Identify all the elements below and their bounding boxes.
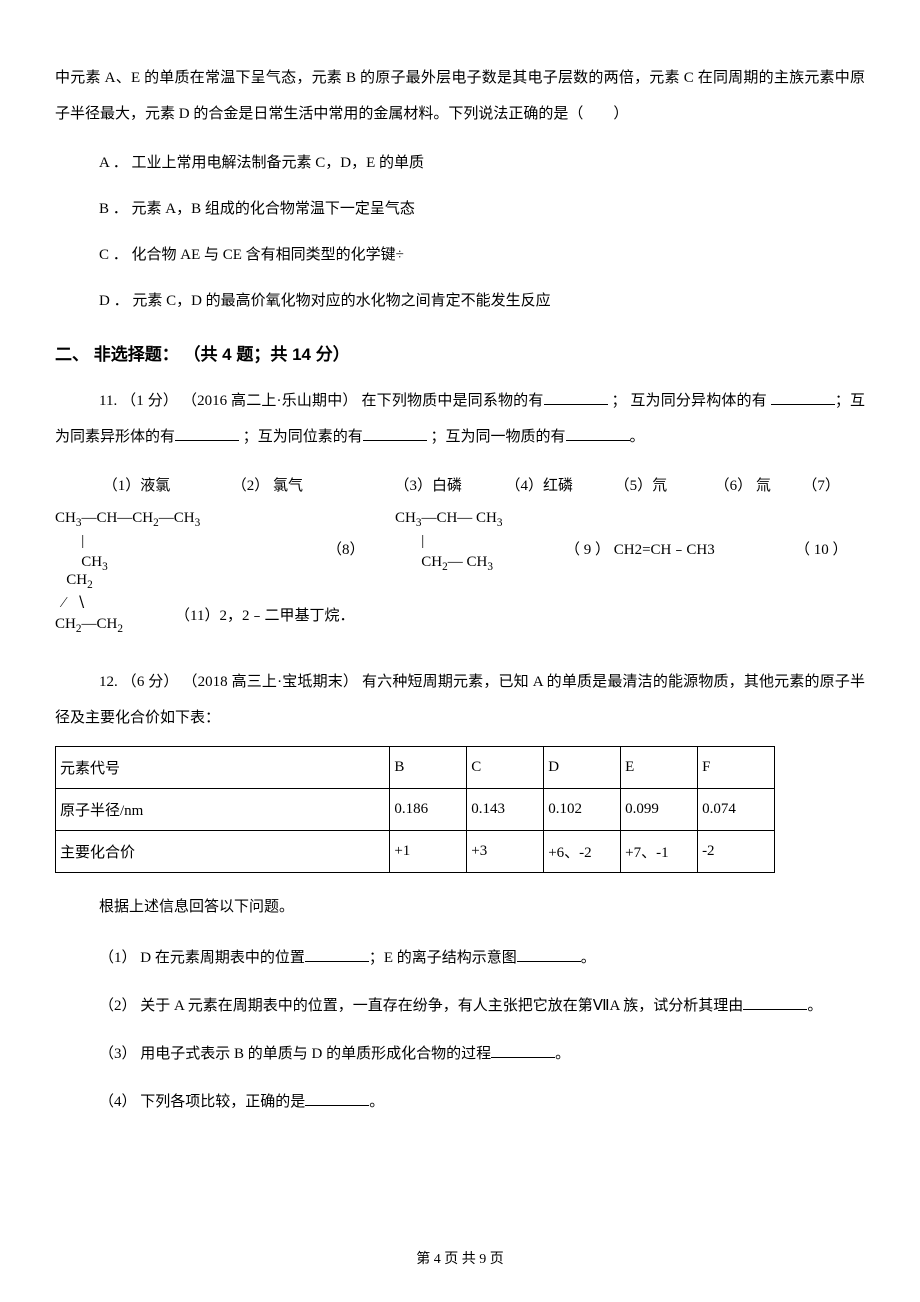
option-b: B ． 元素 A，B 组成的化合物常温下一定呈气态 [99,194,865,224]
blank [771,390,835,405]
cell: 0.099 [621,788,698,830]
q11-lead-b: ； 互为同分异构体的有 [611,393,766,409]
q11-i3: （3）白磷 [395,478,463,494]
q12-s1-b: ；E 的离子结构示意图 [369,950,517,966]
structure-7: CH3—CH—CH2—CH3 | CH3 [55,508,200,577]
q12-lead: 12. （6 分） （2018 高三上·宝坻期末） 有六种短周期元素，已知 A … [55,664,865,736]
q11-lead-d: ；互为同位素的有 [243,429,363,445]
cell: +6、-2 [544,830,621,872]
cell: D [544,746,621,788]
q11-i10-label: （ 10 ） [795,540,848,561]
q12-s3: （3） 用电子式表示 B 的单质与 D 的单质形成化合物的过程 。 [99,1039,865,1069]
table-row: 元素代号 B C D E F [56,746,775,788]
intro-paragraph: 中元素 A、E 的单质在常温下呈气态，元素 B 的原子最外层电子数是其电子层数的… [55,60,865,132]
q11-lead-e: ；互为同一物质的有 [431,429,566,445]
q11-i4: （4）红磷 [506,478,574,494]
q12-s3-a: （3） 用电子式表示 B 的单质与 D 的单质形成化合物的过程 [99,1046,491,1062]
cell: B [390,746,467,788]
cell: F [698,746,775,788]
blank [743,995,807,1010]
q11-lead: 11. （1 分） （2016 高二上·乐山期中） 在下列物质中是同系物的有 ；… [55,383,865,455]
q12-s3-b: 。 [555,1046,570,1062]
q12-table: 元素代号 B C D E F 原子半径/nm 0.186 0.143 0.102… [55,746,775,873]
q12-s4-b: 。 [369,1094,384,1110]
q11-i5: （5）氘 [615,478,668,494]
blank [566,426,630,441]
q11-items-line1: （1）液氯 （2） 氯气 （3）白磷 （4）红磷 （5）氘 （6） 氚 （7） [55,469,865,504]
q12-s1-c: 。 [581,950,596,966]
blank [491,1043,555,1058]
q12-s2: （2） 关于 A 元素在周期表中的位置，一直存在纷争，有人主张把它放在第ⅦA 族… [99,991,865,1021]
blank [305,947,369,962]
blank [175,426,239,441]
option-d: D ． 元素 C，D 的最高价氧化物对应的水化物之间肯定不能发生反应 [99,286,865,316]
q11-i6: （6） 氚 [715,478,771,494]
q12-s2-b: 。 [807,998,822,1014]
q12-s1: （1） D 在元素周期表中的位置 ；E 的离子结构示意图 。 [99,943,865,973]
cell: 0.102 [544,788,621,830]
table-row: 原子半径/nm 0.186 0.143 0.102 0.099 0.074 [56,788,775,830]
blank [517,947,581,962]
cell: 主要化合价 [56,830,390,872]
cell: E [621,746,698,788]
q12-s2-a: （2） 关于 A 元素在周期表中的位置，一直存在纷争，有人主张把它放在第ⅦA 族… [99,998,743,1014]
cell: 原子半径/nm [56,788,390,830]
cell: 元素代号 [56,746,390,788]
blank [363,426,427,441]
q11-i7: （7） [802,478,840,494]
cell: +1 [390,830,467,872]
page-footer: 第 4 页 共 9 页 [0,1248,920,1268]
cell: -2 [698,830,775,872]
q11-i9: （ 9 ） CH2=CH﹣CH3 [565,540,715,561]
cell: 0.186 [390,788,467,830]
cell: +7、-1 [621,830,698,872]
q12-s1-a: （1） D 在元素周期表中的位置 [99,950,305,966]
table-row: 主要化合价 +1 +3 +6、-2 +7、-1 -2 [56,830,775,872]
option-a: A ． 工业上常用电解法制备元素 C，D，E 的单质 [99,148,865,178]
q11-structures: CH3—CH—CH2—CH3 | CH3 （8） CH3—CH— CH3 | C… [55,508,865,638]
section-2-heading: 二、 非选择题： （共 4 题；共 14 分） [55,340,865,365]
option-c: C ． 化合物 AE 与 CE 含有相同类型的化学键÷ [99,240,865,270]
structure-10: CH2 ∕ ∖ CH2—CH2 [55,570,123,639]
q11-i11: （11）2，2﹣二甲基丁烷． [175,606,354,627]
q12-follow: 根据上述信息回答以下问题。 [55,889,865,925]
cell: C [467,746,544,788]
cell: 0.074 [698,788,775,830]
q11-i8-label: （8） [327,540,365,561]
cell: 0.143 [467,788,544,830]
q11-lead-a: 11. （1 分） （2016 高二上·乐山期中） 在下列物质中是同系物的有 [99,393,544,409]
q11-i1: （1）液氯 [103,478,171,494]
blank [544,390,608,405]
blank [305,1091,369,1106]
q11-lead-f: 。 [630,429,645,445]
q11-i2: （2） 氯气 [232,478,303,494]
structure-8: CH3—CH— CH3 | CH2— CH3 [395,508,503,577]
q12-s4: （4） 下列各项比较，正确的是 。 [99,1087,865,1117]
cell: +3 [467,830,544,872]
q12-s4-a: （4） 下列各项比较，正确的是 [99,1094,305,1110]
